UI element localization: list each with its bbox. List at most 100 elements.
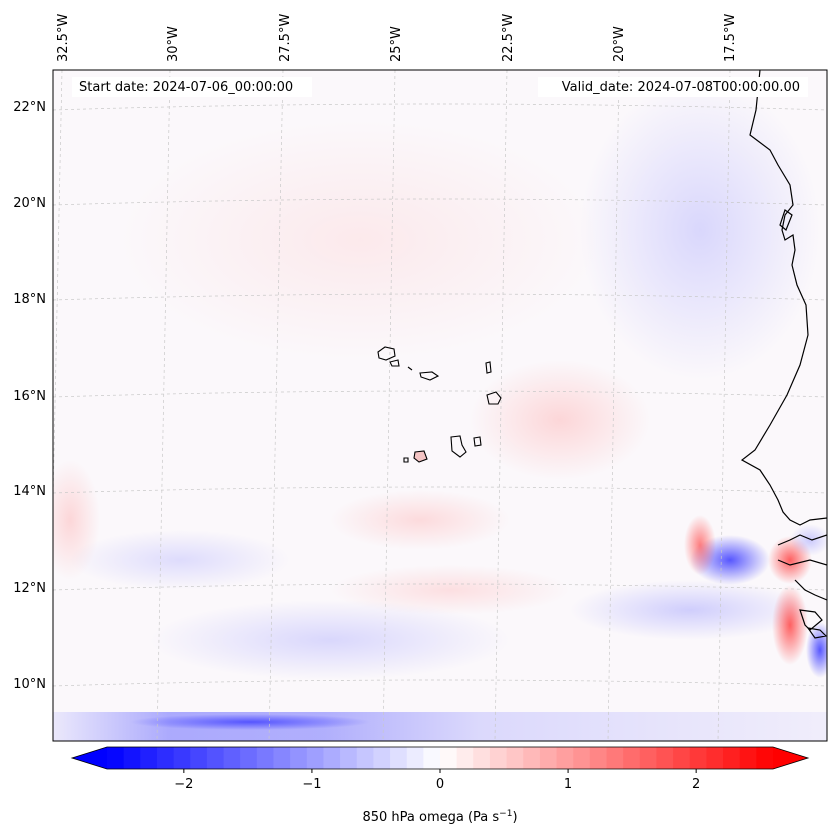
- colorbar-extend-min: [72, 747, 107, 769]
- colorbar-label: 850 hPa omega (Pa s−1): [362, 809, 517, 825]
- colorbar-tick-label: 0: [436, 777, 444, 792]
- santa-luzia-island: [407, 366, 413, 371]
- omega-field: [53, 70, 827, 741]
- sao-nicolau-island: [419, 371, 440, 381]
- brava-island: [403, 457, 409, 463]
- colorbar-segment: [723, 747, 741, 769]
- cape-verde-islands: [377, 346, 502, 463]
- colorbar-segment: [739, 747, 757, 769]
- lon-label: 25°W: [389, 26, 404, 62]
- fogo-island: [413, 450, 428, 463]
- lat-label: 20°N: [13, 196, 46, 211]
- pale-positive-area: [330, 490, 510, 550]
- colorbar-segment: [240, 747, 258, 769]
- lon-label: 20°W: [612, 26, 627, 62]
- lon-label: 30°W: [166, 26, 181, 62]
- colorbar-segment: [123, 747, 141, 769]
- gridline-27-5w: [268, 70, 284, 741]
- colorbar-tick-label: −1: [302, 777, 321, 792]
- colorbar-segment: [190, 747, 208, 769]
- gridline-18n: [53, 293, 827, 301]
- colorbar-segment: [290, 747, 308, 769]
- colorbar-tick-label: −2: [174, 777, 193, 792]
- start-date-box: [72, 77, 312, 97]
- coastline: [740, 70, 827, 639]
- colorbar: −2 −1 0 1 2: [70, 746, 810, 792]
- gambia-coast: [777, 534, 827, 546]
- pale-positive-area: [120, 120, 600, 360]
- pale-negative-area: [580, 80, 820, 380]
- latitude-labels: 22°N 20°N 18°N 16°N 14°N 12°N 10°N: [13, 100, 46, 692]
- coastal-island: [779, 209, 793, 231]
- lat-label: 12°N: [13, 581, 46, 596]
- pale-negative-area: [70, 530, 290, 590]
- negative-core: [130, 714, 370, 730]
- santo-antao-island: [377, 346, 396, 361]
- pale-negative-area: [790, 524, 827, 556]
- longitude-labels: 32.5°W 30°W 27.5°W 25°W 22.5°W 20°W 17.5…: [56, 14, 738, 62]
- colorbar-segment: [639, 747, 658, 769]
- colorbar-segment: [573, 747, 591, 769]
- lon-label: 17.5°W: [723, 14, 738, 62]
- gridline-10n: [53, 679, 827, 687]
- colorbar-segment: [656, 747, 674, 769]
- colorbar-segment: [406, 747, 424, 769]
- bijagos-island: [806, 627, 827, 639]
- colorbar-segment: [373, 747, 391, 769]
- west-africa-coast: [740, 70, 827, 526]
- colorbar-segment: [473, 747, 491, 769]
- colorbar-segment: [623, 747, 641, 769]
- maio-island: [473, 436, 482, 447]
- colorbar-segment: [506, 747, 524, 769]
- colorbar-segment: [256, 747, 275, 769]
- colorbar-segment: [423, 747, 441, 769]
- plot-frame: [52, 69, 828, 742]
- guinea-bissau-coast: [794, 579, 827, 601]
- pale-negative-area: [570, 580, 810, 640]
- colorbar-segment: [756, 747, 774, 769]
- colorbar-outline: [70, 746, 810, 770]
- gridline-17-5w: [717, 70, 731, 741]
- pale-positive-area: [470, 360, 650, 480]
- colorbar-segment: [539, 747, 558, 769]
- gridline-20w: [607, 70, 620, 741]
- valid-date-text: Valid_date: 2024-07-08T00:00:00.00: [562, 80, 800, 95]
- lon-label: 22.5°W: [501, 14, 516, 62]
- lat-label: 16°N: [13, 389, 46, 404]
- gridline-14n: [53, 486, 827, 494]
- colorbar-segment: [356, 747, 374, 769]
- colorbar-segment: [489, 747, 508, 769]
- start-date-text: Start date: 2024-07-06_00:00:00: [79, 80, 293, 95]
- colorbar-segment: [706, 747, 724, 769]
- pale-positive-area: [330, 565, 570, 615]
- colorbar-segment: [556, 747, 574, 769]
- colorbar-segment: [673, 747, 691, 769]
- lat-label: 14°N: [13, 484, 46, 499]
- positive-core: [772, 585, 808, 665]
- colorbar-segment: [323, 747, 341, 769]
- gridline-22-5w: [494, 70, 508, 741]
- colorbar-tick-label: 1: [564, 777, 572, 792]
- boa-vista-island: [486, 391, 502, 405]
- lat-label: 22°N: [13, 100, 46, 115]
- colorbar-segment: [340, 747, 358, 769]
- colorbar-segment: [223, 747, 241, 769]
- gambia-river: [777, 559, 827, 566]
- lon-label: 27.5°W: [278, 14, 293, 62]
- colorbar-segment: [440, 747, 458, 769]
- colorbar-segment: [173, 747, 191, 769]
- colorbar-segment: [156, 747, 175, 769]
- valid-date-box: [538, 77, 808, 97]
- gridline-12n: [53, 583, 827, 591]
- gridline-22n: [53, 103, 827, 111]
- sal-island: [485, 361, 492, 374]
- colorbar-tick-label: 2: [692, 777, 700, 792]
- bijagos-island: [799, 609, 823, 631]
- colorbar-segment: [306, 747, 325, 769]
- colorbar-segment: [140, 747, 158, 769]
- colorbar-segment: [390, 747, 408, 769]
- colorbar-segment: [689, 747, 707, 769]
- negative-core: [806, 622, 827, 678]
